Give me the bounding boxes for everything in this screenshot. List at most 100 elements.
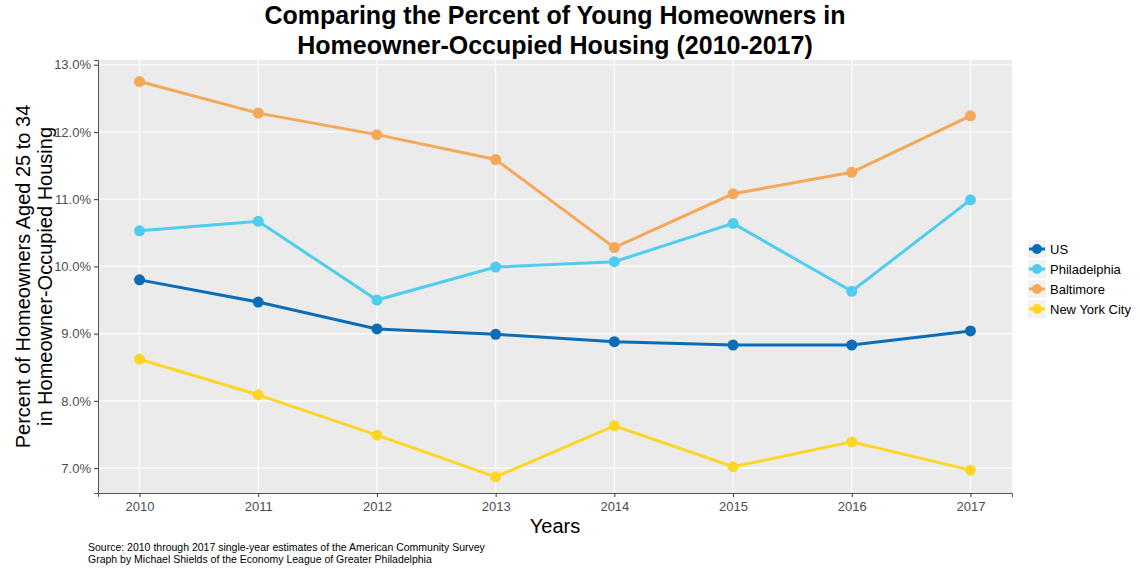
series-point: [371, 430, 382, 441]
series-point: [728, 461, 739, 472]
y-tick-mark: [94, 468, 98, 469]
legend-key-background: [1028, 260, 1046, 278]
grid-line-x: [258, 60, 259, 493]
plot-marks: [134, 76, 976, 482]
series-point: [490, 154, 501, 165]
y-tick-label: 13.0%: [54, 57, 91, 72]
series-point: [965, 194, 976, 205]
x-tick-label: 2017: [956, 499, 985, 514]
y-tick-mark: [94, 132, 98, 133]
x-tick: 2015: [719, 493, 748, 514]
grid-line-x: [376, 60, 377, 493]
series-point: [846, 286, 857, 297]
series-point: [609, 256, 620, 267]
series-point: [490, 471, 501, 482]
chart-title-line: Comparing the Percent of Young Homeowner…: [264, 1, 845, 29]
x-tick-label: 2016: [838, 499, 867, 514]
y-tick-label: 7.0%: [61, 461, 91, 476]
y-tick: 7.0%: [61, 461, 98, 476]
legend-key-point: [1032, 264, 1042, 274]
grid-line-y: [98, 266, 1012, 267]
series-point: [609, 336, 620, 347]
series-point: [134, 354, 145, 365]
legend-key-point: [1032, 244, 1042, 254]
annotation: Graph by Michael Shields of the Economy …: [88, 553, 432, 565]
legend-key-background: [1028, 300, 1046, 318]
annotation: Source: 2010 through 2017 single-year es…: [88, 541, 486, 553]
series-point: [728, 188, 739, 199]
grid: [98, 60, 1012, 493]
series-point: [728, 340, 739, 351]
series-point: [965, 325, 976, 336]
grid-line-x: [495, 60, 496, 493]
y-tick: 13.0%: [54, 57, 98, 72]
grid-line-y: [98, 199, 1012, 200]
x-tick-label: 2011: [245, 499, 273, 514]
y-tick-mark: [94, 266, 98, 267]
series-point: [490, 262, 501, 273]
x-axis: 2010 2011 2012 2013 2014 2015 2016 2017: [99, 493, 1013, 514]
x-tick-label: 2010: [126, 499, 155, 514]
y-tick-label: 11.0%: [55, 192, 91, 207]
series-point: [609, 242, 620, 253]
y-tick: 12.0%: [54, 125, 98, 140]
series-point: [609, 420, 620, 431]
legend-entry: US: [1028, 240, 1068, 258]
series-point: [728, 218, 739, 229]
y-tick-label: 8.0%: [61, 394, 91, 409]
x-axis-line: [99, 494, 1013, 498]
series-point: [134, 76, 145, 87]
y-tick-mark: [94, 199, 98, 200]
y-axis-title-line: Percent of Homeowners Aged 25 to 34: [12, 105, 34, 449]
x-tick: 2014: [600, 493, 629, 514]
grid-line-x: [733, 60, 734, 493]
legend-key-point: [1032, 284, 1042, 294]
grid-line-y: [98, 400, 1012, 401]
grid-line-x: [851, 60, 852, 493]
legend-label: New York City: [1050, 302, 1131, 317]
series-point: [134, 225, 145, 236]
x-tick: 2016: [838, 493, 867, 514]
series-point: [253, 389, 264, 400]
series-point: [371, 323, 382, 334]
legend-entry: Baltimore: [1028, 280, 1105, 298]
legend-key-background: [1028, 240, 1046, 258]
series-point: [846, 340, 857, 351]
series-point: [490, 329, 501, 340]
y-axis: 7.0% 8.0% 9.0% 10.0% 11.0% 12.0% 13.0%: [54, 57, 98, 493]
series-point: [134, 274, 145, 285]
chart: 7.0% 8.0% 9.0% 10.0% 11.0% 12.0% 13.0% 2010 2011…: [0, 0, 1140, 570]
y-axis-title-line: in Homeowner-Occupied Housing: [34, 127, 56, 426]
grid-line-y: [98, 333, 1012, 334]
series-line: [140, 359, 971, 477]
series-point: [371, 129, 382, 140]
legend-key-point: [1032, 304, 1042, 314]
series-line: [140, 280, 971, 345]
legend-label: Baltimore: [1050, 282, 1105, 297]
grid-line-y: [98, 131, 1012, 132]
x-tick-label: 2012: [363, 499, 392, 514]
series-line: [140, 82, 971, 248]
grid-line-x: [970, 60, 971, 493]
x-tick: 2013: [482, 493, 511, 514]
y-axis-line: [94, 61, 99, 494]
series-point: [253, 216, 264, 227]
series-point: [371, 295, 382, 306]
y-tick: 9.0%: [61, 326, 98, 341]
x-tick-mark: [970, 493, 971, 497]
y-tick-label: 9.0%: [61, 326, 91, 341]
series-line: [140, 200, 971, 300]
grid-line-y: [98, 64, 1012, 65]
series-point: [846, 167, 857, 178]
chart-title-line: Homeowner-Occupied Housing (2010-2017): [297, 31, 812, 59]
x-tick: 2010: [126, 493, 155, 514]
x-axis-title: Years: [530, 515, 580, 537]
x-tick: 2011: [245, 493, 273, 514]
y-tick: 10.0%: [54, 259, 98, 274]
series-point: [253, 297, 264, 308]
y-tick-label: 12.0%: [54, 125, 91, 140]
legend-label: Philadelphia: [1050, 262, 1122, 277]
y-axis-title: Percent of Homeowners Aged 25 to 34in Ho…: [12, 105, 56, 449]
y-tick-mark: [94, 65, 98, 66]
legend-key-background: [1028, 280, 1046, 298]
